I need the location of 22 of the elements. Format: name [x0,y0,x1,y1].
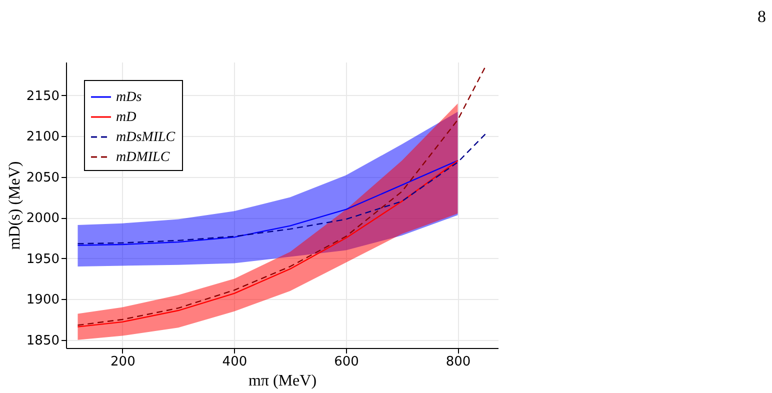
y-tick-label: 2150 [26,88,60,104]
y-tick-label: 1850 [26,333,60,348]
legend-label: mDsMILC [116,130,176,145]
line-series [77,65,486,326]
y-tick-label: 2100 [26,130,60,145]
y-tick-label: 1950 [26,252,60,267]
x-axis-title: mπ (MeV) [248,372,317,390]
line-series [77,133,486,244]
x-tick-label: 600 [334,354,359,370]
text: 8 [758,7,766,26]
legend-label: mDs [116,90,142,105]
y-tick-label: 2050 [26,170,60,186]
line-series [77,160,458,246]
y-tick-label: 2000 [26,211,60,226]
x-tick-label: 800 [446,354,471,370]
legend-label: mDMILC [116,150,170,165]
y-tick-label: 1900 [26,292,60,308]
legend-label: mD [116,110,136,125]
x-tick-label: 400 [222,354,248,370]
y-axis-title: mD(s) (MeV) [6,161,24,250]
x-tick-label: 200 [110,354,136,370]
line-series [77,160,458,328]
